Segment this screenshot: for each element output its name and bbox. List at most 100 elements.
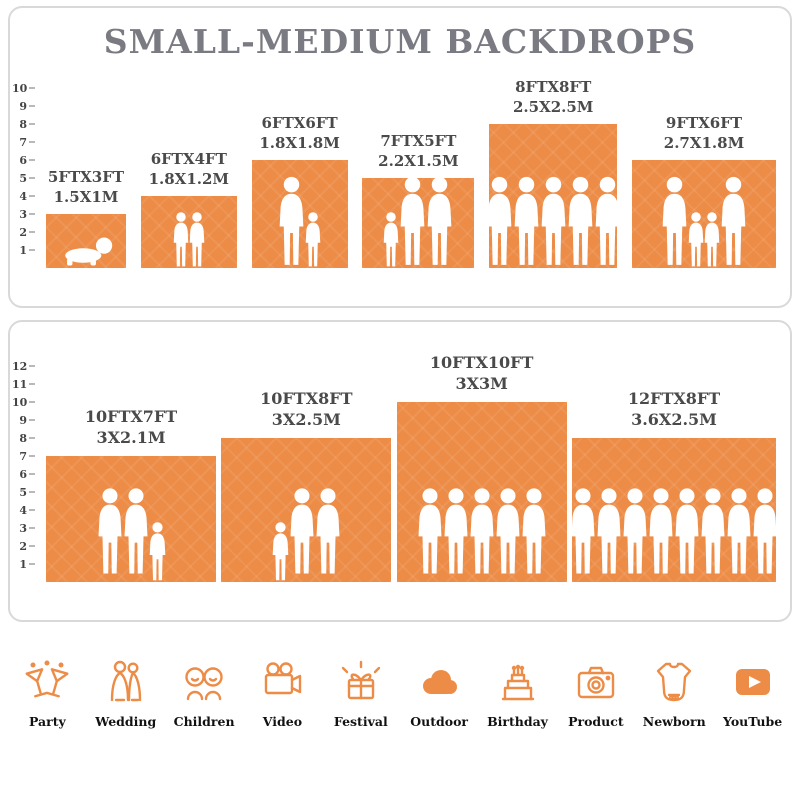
ruler-tick-label: 7	[19, 449, 27, 463]
ruler-tick-12: 12	[12, 359, 35, 373]
backdrop-bar	[631, 160, 776, 268]
category-label: Children	[173, 714, 235, 729]
ruler-tick-2: 2	[12, 539, 35, 553]
size-m-text: 2.5X2.5M	[512, 97, 594, 116]
baby-silhouette-icon	[58, 234, 114, 268]
ruler-tick-mark	[29, 231, 35, 233]
adult-silhouette-icon	[565, 176, 596, 268]
backdrop-size-item: 7FTX5FT 2.2X1.5M	[362, 132, 475, 268]
category-item-video: Video	[245, 658, 319, 729]
ruler-tick-mark	[29, 213, 35, 215]
ruler-tick-mark	[29, 177, 35, 179]
category-label: Outdoor	[410, 714, 469, 729]
ruler-tick-label: 5	[19, 171, 27, 185]
adult-silhouette-icon	[397, 176, 428, 268]
size-ft-text: 7FTX5FT	[380, 132, 457, 150]
size-ft-text: 8FTX8FT	[515, 78, 592, 96]
child-silhouette-icon	[303, 212, 323, 268]
child-silhouette-icon	[171, 212, 191, 268]
ruler-tick-mark	[29, 383, 35, 385]
usage-categories-row: Party Wedding Children Video Festival Outdoor…	[6, 658, 794, 729]
adult-silhouette-icon	[276, 176, 307, 268]
adult-silhouette-icon	[750, 482, 780, 582]
backdrop-size-item: 6FTX6FT 1.8X1.8M	[251, 114, 348, 268]
festival-icon	[337, 658, 385, 706]
size-chart-panel-large: 1 2 3 4 5 6 7 8 9 10 11 12 10FTX7FT 3X2.1M 10FTX8FT 3X…	[8, 320, 792, 622]
ruler-tick-6: 6	[12, 467, 35, 481]
size-ft-text: 10FTX10FT	[429, 353, 534, 373]
party-icon	[23, 658, 71, 706]
people-silhouettes	[221, 482, 391, 582]
ruler-tick-11: 11	[12, 377, 35, 391]
child-silhouette-icon	[187, 212, 207, 268]
ruler-tick-mark	[29, 455, 35, 457]
size-ft-text: 6FTX4FT	[150, 150, 227, 168]
people-silhouettes	[362, 176, 474, 268]
adult-silhouette-icon	[467, 482, 497, 582]
adult-silhouette-icon	[698, 482, 728, 582]
ruler-tick-10: 10	[12, 81, 35, 95]
backdrop-size-item: 6FTX4FT 1.8X1.2M	[140, 150, 237, 268]
category-label: Newborn	[642, 714, 706, 729]
ruler-tick-mark	[29, 491, 35, 493]
ruler-tick-label: 2	[19, 225, 27, 239]
people-silhouettes	[141, 212, 237, 268]
adult-silhouette-icon	[659, 176, 690, 268]
backdrop-bar	[46, 214, 126, 268]
adult-silhouette-icon	[592, 176, 623, 268]
youtube-icon	[729, 658, 777, 706]
category-label: Wedding	[95, 714, 157, 729]
adult-silhouette-icon	[568, 482, 598, 582]
ruler-tick-label: 1	[19, 557, 27, 571]
size-ft-text: 10FTX8FT	[260, 389, 353, 409]
category-item-wedding: Wedding	[89, 658, 163, 729]
ruler-tick-2: 2	[12, 225, 35, 239]
size-ft-text: 9FTX6FT	[665, 114, 743, 132]
child-silhouette-icon	[147, 522, 168, 582]
ruler-tick-mark	[29, 527, 35, 529]
size-m-text: 3X2.1M	[96, 428, 166, 448]
product-icon	[572, 658, 620, 706]
adult-silhouette-icon	[441, 482, 471, 582]
ruler-tick-label: 10	[12, 395, 28, 409]
ruler-tick-label: 9	[19, 99, 27, 113]
ruler-tick-label: 8	[19, 431, 27, 445]
category-label: Party	[28, 714, 66, 729]
ruler-tick-mark	[29, 87, 35, 89]
ruler-tick-5: 5	[12, 171, 35, 185]
size-m-text: 3X3M	[455, 374, 508, 394]
ruler-tick-mark	[29, 401, 35, 403]
ruler-tick-label: 4	[19, 503, 27, 517]
ruler-tick-8: 8	[12, 117, 35, 131]
video-icon	[258, 658, 306, 706]
adult-silhouette-icon	[538, 176, 569, 268]
ruler-tick-mark	[29, 437, 35, 439]
birthday-icon	[494, 658, 542, 706]
category-label: Product	[568, 714, 624, 729]
category-item-party: Party	[10, 658, 84, 729]
backdrop-size-item: 9FTX6FT 2.7X1.8M	[631, 114, 776, 268]
children-icon	[180, 658, 228, 706]
ruler-tick-8: 8	[12, 431, 35, 445]
size-ft-text: 10FTX7FT	[84, 407, 178, 427]
wedding-icon	[102, 658, 150, 706]
backdrop-bar	[396, 402, 567, 582]
backdrop-size-item: 8FTX8FT 2.5X2.5M	[487, 78, 620, 268]
size-m-text: 2.7X1.8M	[663, 133, 745, 152]
backdrop-size-label: 12FTX8FT 3.6X2.5M	[628, 389, 720, 431]
bars-area: 10FTX7FT 3X2.1M 10FTX8FT 3X2.5M 10FTX10FT 3X3…	[46, 353, 777, 582]
ruler-tick-label: 6	[19, 467, 27, 481]
ruler-tick-mark	[29, 249, 35, 251]
ruler-tick-label: 6	[19, 153, 27, 167]
ruler-tick-mark	[29, 365, 35, 367]
backdrop-size-label: 9FTX6FT 2.7X1.8M	[664, 114, 744, 153]
size-ft-text: 12FTX8FT	[627, 389, 721, 409]
ruler-tick-1: 1	[12, 557, 35, 571]
adult-silhouette-icon	[511, 176, 542, 268]
ruler-tick-10: 10	[12, 395, 35, 409]
ruler-tick-3: 3	[12, 207, 35, 221]
adult-silhouette-icon	[620, 482, 650, 582]
people-silhouettes	[46, 234, 126, 268]
backdrop-size-item: 10FTX8FT 3X2.5M	[221, 389, 392, 582]
backdrop-bar	[140, 196, 237, 268]
